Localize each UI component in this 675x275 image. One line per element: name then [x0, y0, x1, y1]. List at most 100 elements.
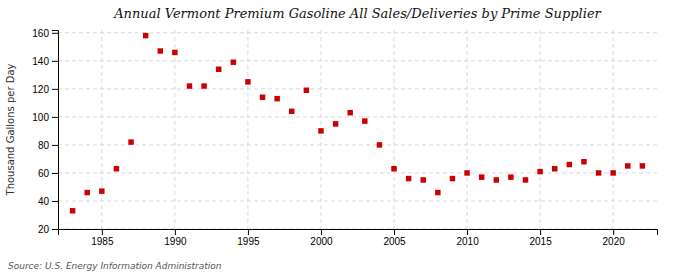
axis-line — [52, 31, 59, 230]
grid-line — [247, 30, 248, 229]
point — [347, 110, 352, 115]
point — [128, 139, 133, 144]
title: Annual Vermont Premium Gasoline All Sale… — [113, 6, 601, 21]
tick: 1995 — [237, 229, 260, 247]
point — [391, 166, 396, 171]
point — [362, 118, 367, 123]
axis-line — [59, 230, 658, 236]
tick: 120 — [32, 84, 58, 95]
tick-label: 2000 — [310, 236, 333, 247]
grid-line — [467, 30, 468, 229]
point — [552, 166, 557, 171]
point — [494, 177, 499, 182]
tick-mark — [540, 229, 541, 235]
grid-line — [58, 200, 657, 201]
tick: 1990 — [164, 229, 187, 247]
point — [596, 170, 601, 175]
point — [84, 190, 89, 195]
tick-mark — [52, 61, 58, 62]
grid-line — [540, 30, 541, 229]
tick-mark — [394, 229, 395, 235]
grid-line — [58, 172, 657, 173]
tick: 80 — [38, 140, 58, 151]
tick: 20 — [38, 224, 58, 235]
tick-label: 1985 — [91, 236, 114, 247]
grid-line — [174, 30, 175, 229]
tick-mark — [52, 145, 58, 146]
tick: 2005 — [383, 229, 406, 247]
tick-mark — [52, 173, 58, 174]
tick: 60 — [38, 168, 58, 179]
point — [114, 166, 119, 171]
grid-line — [613, 30, 614, 229]
point — [333, 121, 338, 126]
tick-mark — [52, 89, 58, 90]
point — [216, 67, 221, 72]
tick-mark — [102, 229, 103, 235]
tick: 2000 — [310, 229, 333, 247]
grid-line — [58, 144, 657, 145]
tick-label: 1995 — [237, 236, 260, 247]
tick: 2015 — [529, 229, 552, 247]
tick-label: 60 — [38, 168, 50, 179]
point — [158, 48, 163, 53]
point — [537, 169, 542, 174]
tick-label: 1990 — [164, 236, 187, 247]
grid — [58, 30, 657, 229]
tick: 2010 — [456, 229, 479, 247]
points — [70, 33, 645, 214]
point — [523, 177, 528, 182]
plot: 1985199019952000200520102015202020406080… — [32, 28, 657, 248]
tick-mark — [613, 229, 614, 235]
y-axis: 20 40 60 80 100 120 140 160 — [32, 28, 58, 235]
source: Source: U.S. Energy Information Administ… — [8, 261, 222, 271]
tick-label: 160 — [32, 28, 49, 39]
point — [274, 96, 279, 101]
tick: 100 — [32, 112, 58, 123]
tick-label: 2005 — [383, 236, 406, 247]
tick-label: 120 — [32, 84, 49, 95]
tick: 160 — [32, 28, 58, 39]
tick-mark — [321, 229, 322, 235]
point — [318, 128, 323, 133]
tick-label: 40 — [38, 196, 50, 207]
tick-label: 2010 — [456, 236, 479, 247]
point — [581, 159, 586, 164]
tick-mark — [52, 201, 58, 202]
point — [99, 188, 104, 193]
point — [172, 50, 177, 55]
tick-mark — [52, 229, 58, 230]
point — [406, 176, 411, 181]
point — [479, 174, 484, 179]
point — [201, 83, 206, 88]
y-axis-title: Thousand Gallons per Day — [5, 63, 16, 196]
tick: 40 — [38, 196, 58, 207]
point — [508, 174, 513, 179]
tick-label: 80 — [38, 140, 50, 151]
tick-mark — [52, 117, 58, 118]
tick: 140 — [32, 56, 58, 67]
point — [625, 163, 630, 168]
point — [289, 109, 294, 114]
grid-line — [394, 30, 395, 229]
point — [464, 170, 469, 175]
tick: 2020 — [603, 229, 626, 247]
point — [435, 190, 440, 195]
point — [304, 88, 309, 93]
point — [610, 170, 615, 175]
point — [421, 177, 426, 182]
point — [567, 162, 572, 167]
tick-label: 20 — [38, 224, 50, 235]
point — [377, 142, 382, 147]
grid-line — [58, 60, 657, 61]
grid-line — [101, 30, 102, 229]
grid-line — [58, 88, 657, 89]
point — [640, 163, 645, 168]
tick-mark — [248, 229, 249, 235]
tick-label: 100 — [32, 112, 49, 123]
point — [450, 176, 455, 181]
point — [143, 33, 148, 38]
tick-label: 2020 — [603, 236, 626, 247]
grid-line — [58, 116, 657, 117]
point — [231, 59, 236, 64]
